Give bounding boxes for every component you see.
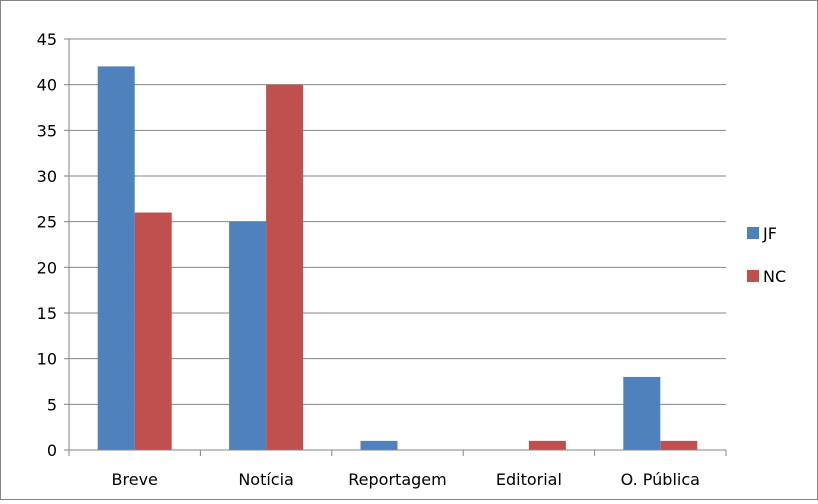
y-tick-label: 40	[37, 76, 57, 95]
bar-jf-1	[229, 221, 267, 450]
y-tick-label: 30	[37, 167, 57, 186]
legend-swatch-jf	[747, 227, 759, 239]
legend: JF NC	[747, 224, 786, 286]
bar-nc-0	[134, 212, 172, 450]
y-tick-label: 0	[47, 441, 57, 460]
x-axis	[68, 449, 727, 456]
x-tick-label: Reportagem	[348, 470, 446, 489]
legend-label-nc: NC	[763, 267, 786, 286]
x-tick-label: O. Pública	[621, 470, 700, 489]
y-tick-label: 20	[37, 258, 57, 277]
bar-nc-4	[660, 440, 698, 450]
y-tick-label: 15	[37, 304, 57, 323]
bar-jf-4	[623, 376, 661, 450]
bar-nc-1	[266, 84, 304, 451]
legend-label-jf: JF	[762, 224, 777, 243]
bars	[97, 66, 698, 451]
x-tick-label: Breve	[112, 470, 158, 489]
y-tick-label: 35	[37, 121, 57, 140]
legend-swatch-nc	[747, 270, 759, 282]
gridlines	[64, 38, 726, 451]
bar-jf-0	[97, 66, 135, 451]
bar-nc-3	[528, 440, 566, 450]
bar-jf-2	[360, 440, 398, 450]
y-tick-label: 45	[37, 30, 57, 49]
y-tick-label: 25	[37, 213, 57, 232]
x-tick-label: Editorial	[496, 470, 562, 489]
y-tick-label: 5	[47, 395, 57, 414]
x-axis-tick-labels: Breve Notícia Reportagem Editorial O. Públic…	[112, 470, 700, 489]
y-axis-tick-labels: 0 5 10 15 20 25 30 35 40 45	[37, 30, 57, 460]
x-tick-label: Notícia	[238, 470, 294, 489]
y-tick-label: 10	[37, 350, 57, 369]
